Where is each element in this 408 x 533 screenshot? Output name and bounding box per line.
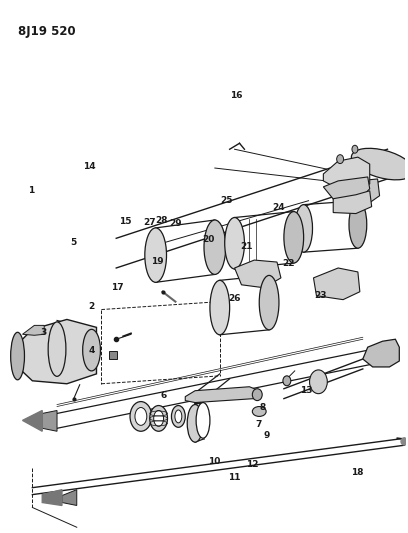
Ellipse shape — [225, 217, 244, 269]
Polygon shape — [62, 490, 77, 505]
Ellipse shape — [204, 220, 226, 274]
Polygon shape — [42, 490, 62, 505]
Polygon shape — [185, 387, 259, 402]
Text: 11: 11 — [228, 473, 240, 482]
Text: 24: 24 — [272, 203, 285, 212]
Ellipse shape — [171, 406, 185, 427]
Text: 7: 7 — [255, 420, 262, 429]
Ellipse shape — [11, 332, 24, 380]
Text: 20: 20 — [202, 235, 214, 244]
Polygon shape — [324, 177, 370, 203]
Ellipse shape — [337, 155, 344, 164]
Polygon shape — [313, 268, 360, 300]
Polygon shape — [324, 157, 370, 191]
Text: 13: 13 — [300, 386, 313, 395]
Text: 10: 10 — [208, 457, 220, 466]
Ellipse shape — [283, 376, 291, 386]
Text: 4: 4 — [88, 346, 95, 356]
Polygon shape — [22, 410, 42, 431]
Ellipse shape — [130, 401, 152, 431]
Ellipse shape — [150, 406, 168, 431]
Polygon shape — [363, 339, 399, 367]
Ellipse shape — [259, 276, 279, 330]
Ellipse shape — [310, 370, 327, 394]
Ellipse shape — [135, 408, 147, 425]
Text: 9: 9 — [263, 431, 270, 440]
Text: 15: 15 — [119, 217, 132, 226]
Ellipse shape — [284, 212, 304, 263]
Text: 5: 5 — [70, 238, 76, 247]
Polygon shape — [42, 410, 57, 431]
Ellipse shape — [83, 329, 100, 371]
Ellipse shape — [210, 280, 230, 335]
Text: 16: 16 — [230, 91, 242, 100]
Text: 8J19 520: 8J19 520 — [18, 25, 75, 37]
Ellipse shape — [352, 146, 358, 153]
Text: 2: 2 — [88, 302, 94, 311]
Text: 22: 22 — [282, 260, 295, 268]
Ellipse shape — [196, 402, 210, 438]
Text: 8: 8 — [259, 403, 266, 413]
Text: 25: 25 — [220, 196, 233, 205]
Text: 17: 17 — [111, 283, 124, 292]
Polygon shape — [333, 191, 372, 214]
Ellipse shape — [252, 407, 266, 416]
Polygon shape — [22, 325, 44, 335]
Bar — [109, 351, 117, 359]
Ellipse shape — [187, 405, 203, 442]
Text: 18: 18 — [351, 467, 363, 477]
Text: 23: 23 — [315, 291, 327, 300]
Text: 26: 26 — [228, 294, 240, 303]
Text: 3: 3 — [40, 328, 46, 337]
Polygon shape — [353, 179, 379, 203]
Text: 6: 6 — [161, 391, 167, 400]
Polygon shape — [18, 319, 96, 384]
Text: 12: 12 — [246, 460, 259, 469]
Text: 14: 14 — [83, 162, 95, 171]
Polygon shape — [235, 260, 281, 288]
Ellipse shape — [154, 410, 164, 426]
Ellipse shape — [145, 228, 166, 282]
Text: 28: 28 — [155, 215, 168, 224]
Ellipse shape — [48, 322, 66, 376]
Text: 21: 21 — [240, 242, 253, 251]
Ellipse shape — [252, 389, 262, 401]
Ellipse shape — [349, 201, 367, 248]
Text: 19: 19 — [151, 257, 164, 266]
Ellipse shape — [351, 148, 408, 180]
Ellipse shape — [295, 205, 313, 252]
Text: 29: 29 — [169, 219, 182, 228]
Text: 1: 1 — [28, 185, 34, 195]
Text: 27: 27 — [143, 217, 156, 227]
Ellipse shape — [175, 410, 182, 423]
